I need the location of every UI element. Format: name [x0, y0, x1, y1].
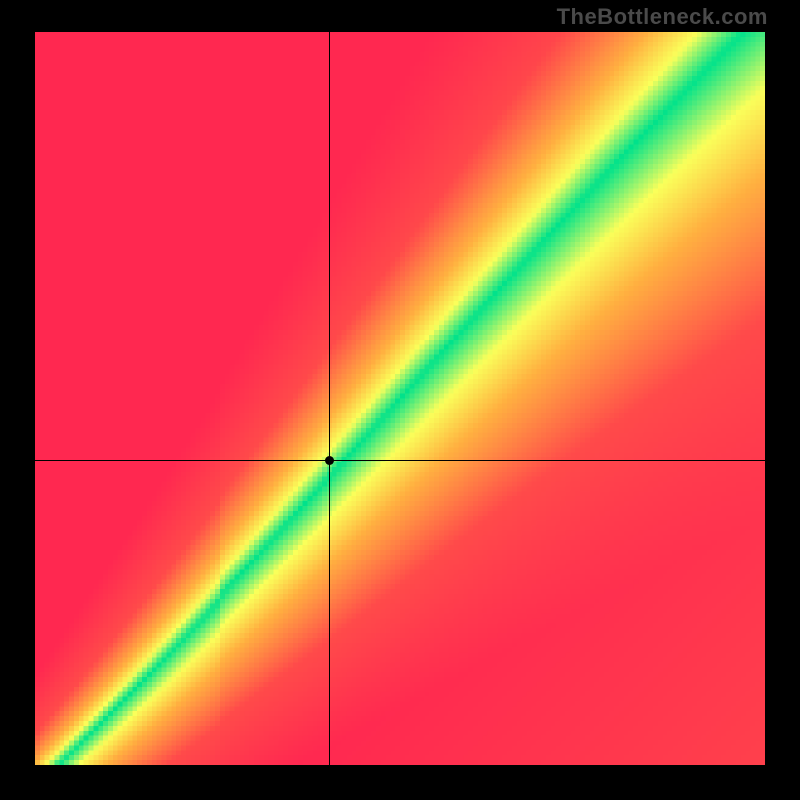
crosshair-vertical [329, 32, 330, 765]
crosshair-horizontal [35, 460, 765, 461]
bottleneck-heatmap [35, 32, 765, 765]
watermark-text: TheBottleneck.com [557, 4, 768, 30]
